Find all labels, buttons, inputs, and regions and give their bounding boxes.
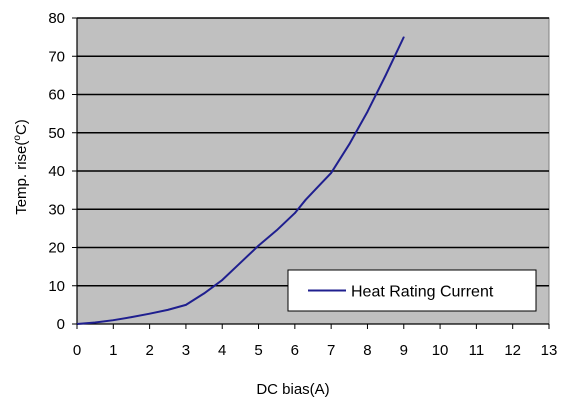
y-tick-label-20: 20 [48,240,65,257]
series-point [185,304,187,306]
series-layer [76,36,405,325]
series-point [275,229,278,232]
series-point [166,309,169,311]
y-tick-label-10: 10 [48,278,65,295]
series-point [366,110,369,113]
series-point [221,279,224,281]
x-tick-label-9: 9 [400,342,408,359]
series-point [330,172,332,174]
legend-label: Heat Rating Current [351,284,494,301]
gridlines [76,17,549,325]
series-point [203,292,205,295]
y-tick-label-80: 80 [48,10,65,27]
x-axis-ticks: 0 1 2 3 4 5 6 7 8 9 10 11 12 13 [73,324,558,359]
y-axis-title-suffix: C) [13,119,30,135]
series-point [384,74,387,77]
y-tick-label-60: 60 [48,87,65,104]
x-axis-title: DC bias(A) [256,381,329,398]
x-tick-label-13: 13 [541,342,558,359]
series-point [112,319,115,321]
y-tick-label-50: 50 [48,125,65,142]
series-point [348,143,351,146]
legend: Heat Rating Current [287,269,537,312]
y-tick-label-40: 40 [48,163,65,180]
series-point [294,212,296,214]
y-tick-label-30: 30 [48,201,65,218]
x-tick-label-3: 3 [182,342,190,359]
series-line-0 [76,36,405,325]
y-axis-title-superscript: o [12,135,23,141]
series-point [239,262,242,264]
series-point [148,312,151,315]
y-axis-ticks: 0 10 20 30 40 50 60 70 80 [48,10,77,333]
series-point [402,36,405,38]
series-point [130,316,133,318]
x-tick-label-2: 2 [145,342,153,359]
x-tick-label-0: 0 [73,342,81,359]
y-axis-title-prefix: Temp. rise( [13,141,30,215]
y-axis-title: Temp. rise(oC) [12,119,30,215]
x-tick-label-1: 1 [109,342,117,359]
x-tick-label-11: 11 [469,342,485,359]
series-point [94,321,96,324]
x-tick-label-6: 6 [291,342,299,359]
series-point [304,198,307,201]
x-tick-label-8: 8 [363,342,371,359]
x-tick-label-10: 10 [432,342,449,359]
x-tick-label-4: 4 [218,342,226,359]
y-tick-label-70: 70 [48,48,65,65]
x-tick-label-5: 5 [254,342,262,359]
series-point [315,187,318,190]
x-tick-label-7: 7 [327,342,335,359]
series-point [257,244,260,247]
x-tick-label-12: 12 [504,342,521,359]
y-tick-label-0: 0 [57,316,65,333]
